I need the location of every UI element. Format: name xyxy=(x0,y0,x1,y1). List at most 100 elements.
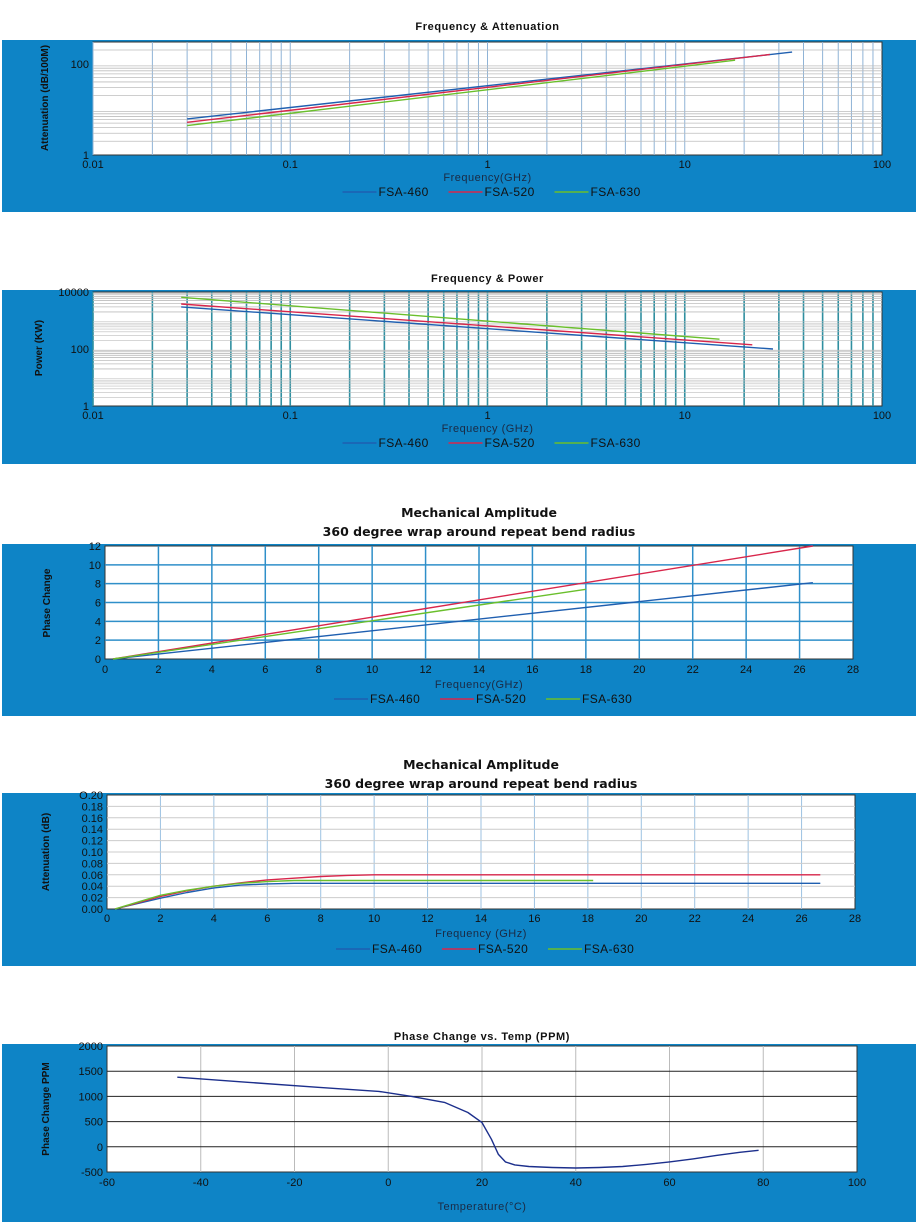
legend-label-fsa-630: FSA-630 xyxy=(582,692,632,706)
chart-title: Mechanical Amplitude xyxy=(403,757,559,772)
chart-title: Frequency & Attenuation xyxy=(415,21,559,33)
y-tick-label: 0.12 xyxy=(82,836,103,848)
x-tick-label: 0 xyxy=(102,664,108,676)
grid xyxy=(92,42,882,155)
y-axis-label: Attenuation (dB) xyxy=(41,813,52,891)
x-tick-label: 2 xyxy=(155,664,161,676)
series-line-fsa-630 xyxy=(187,59,736,127)
chart-title: Mechanical Amplitude xyxy=(401,505,557,520)
legend: FSA-460 FSA-520 FSA-630 xyxy=(334,692,632,706)
x-axis-label: Frequency (GHz) xyxy=(435,928,527,940)
y-tick-label: 0 xyxy=(95,654,101,666)
x-tick-label: 8 xyxy=(318,913,324,925)
x-tick-label: -60 xyxy=(99,1177,115,1189)
series-line-fsa-630 xyxy=(112,588,587,660)
x-tick-label: 28 xyxy=(849,913,861,925)
x-tick-label: 80 xyxy=(757,1177,769,1189)
x-tick-label: 100 xyxy=(873,410,891,422)
x-tick-label: 6 xyxy=(264,913,270,925)
grid xyxy=(107,1046,857,1172)
x-tick-label: 0 xyxy=(385,1177,391,1189)
x-tick-label: 18 xyxy=(582,913,594,925)
chart-panel-mechanical-attenuation: Mechanical Amplitude 360 degree wrap arou… xyxy=(2,754,916,966)
y-tick-label: O.20 xyxy=(79,790,103,802)
y-tick-label: 1 xyxy=(83,401,89,413)
y-axis-label: Power (KW) xyxy=(34,320,45,376)
x-tick-label: 10 xyxy=(366,664,378,676)
x-tick-label: 24 xyxy=(740,664,752,676)
chart-attenuation: Frequency & Attenuation 0.01 0.1 1 10 100 1 100… xyxy=(2,0,916,212)
series-lines xyxy=(181,296,774,350)
y-tick-label: 10 xyxy=(89,560,101,572)
x-tick-label: 16 xyxy=(528,913,540,925)
legend-label-fsa-520: FSA-520 xyxy=(485,436,535,450)
y-tick-labels: 0.000.020.040.060.080.100.120.140.160.18… xyxy=(79,790,103,916)
chart-title: Phase Change vs. Temp (PPM) xyxy=(394,1031,570,1043)
x-tick-label: 12 xyxy=(419,664,431,676)
x-tick-label: 22 xyxy=(687,664,699,676)
y-tick-label: 2000 xyxy=(79,1041,103,1053)
series-line xyxy=(177,1076,759,1169)
x-tick-labels: 0 2 4 6 8 10 12 14 16 18 20 22 24 26 28 xyxy=(104,913,861,925)
title-strip xyxy=(2,502,916,544)
x-tick-label: 4 xyxy=(209,664,215,676)
x-tick-label: 16 xyxy=(526,664,538,676)
series-line-fsa-460 xyxy=(114,882,821,910)
y-tick-label: 12 xyxy=(89,541,101,553)
y-tick-label: 0.06 xyxy=(82,870,103,882)
legend-label-fsa-520: FSA-520 xyxy=(476,692,526,706)
title-strip xyxy=(2,754,916,793)
y-tick-labels: -500 0 500 1000 1500 2000 xyxy=(79,1041,103,1179)
x-tick-labels: -60 -40 -20 0 20 40 60 80 100 xyxy=(99,1177,866,1189)
x-tick-label: 28 xyxy=(847,664,859,676)
y-tick-label: 6 xyxy=(95,598,101,610)
series-line-fsa-520 xyxy=(114,874,821,910)
x-tick-label: 26 xyxy=(795,913,807,925)
y-tick-labels: 0 2 4 6 8 10 12 xyxy=(89,541,101,666)
y-tick-label: 0.10 xyxy=(82,847,103,859)
legend-label-fsa-460: FSA-460 xyxy=(372,942,422,956)
y-tick-label: 1 xyxy=(83,150,89,162)
x-tick-label: 4 xyxy=(211,913,217,925)
y-tick-label: 4 xyxy=(95,616,101,628)
chart-panel-attenuation: Frequency & Attenuation 0.01 0.1 1 10 100 1 100… xyxy=(2,0,916,212)
series-line-fsa-630 xyxy=(181,296,720,340)
legend-label-fsa-460: FSA-460 xyxy=(370,692,420,706)
x-axis-label: Temperature(°C) xyxy=(438,1201,527,1213)
x-tick-label: 0 xyxy=(104,913,110,925)
chart-subtitle: 360 degree wrap around repeat bend radiu… xyxy=(323,524,636,539)
y-tick-label: 2 xyxy=(95,635,101,647)
y-tick-label: 100 xyxy=(71,344,89,356)
x-tick-label: 0.1 xyxy=(283,410,298,422)
y-axis-label: Attenuation (dB/100M) xyxy=(40,45,51,151)
x-tick-labels: 0 2 4 6 8 10 12 14 16 18 20 22 24 26 28 xyxy=(102,664,859,676)
x-tick-label: 2 xyxy=(157,913,163,925)
chart-title: Frequency & Power xyxy=(431,273,544,285)
y-tick-labels: 1 100 xyxy=(71,59,89,162)
series-lines xyxy=(177,1076,759,1169)
x-tick-label: 24 xyxy=(742,913,754,925)
legend-label-fsa-630: FSA-630 xyxy=(591,436,641,450)
x-tick-label: 14 xyxy=(475,913,487,925)
grid xyxy=(105,546,853,659)
title-strip xyxy=(2,256,916,290)
x-tick-label: -20 xyxy=(287,1177,303,1189)
y-axis-label: Phase Change PPM xyxy=(41,1062,52,1155)
legend-label-fsa-630: FSA-630 xyxy=(591,185,641,199)
x-tick-label: 20 xyxy=(476,1177,488,1189)
x-tick-label: 1 xyxy=(484,159,490,171)
y-tick-label: 0 xyxy=(97,1142,103,1154)
x-tick-label: 0.1 xyxy=(283,159,298,171)
y-axis-label: Phase Change xyxy=(42,568,53,637)
x-tick-label: 20 xyxy=(633,664,645,676)
legend-label-fsa-630: FSA-630 xyxy=(584,942,634,956)
x-tick-label: 0.01 xyxy=(82,410,103,422)
legend-label-fsa-520: FSA-520 xyxy=(485,185,535,199)
x-tick-label: 100 xyxy=(848,1177,866,1189)
y-tick-label: 10000 xyxy=(58,287,89,299)
y-tick-label: 1500 xyxy=(79,1066,103,1078)
series-line-fsa-460 xyxy=(181,306,774,350)
y-tick-label: 500 xyxy=(85,1117,103,1129)
x-tick-label: 10 xyxy=(679,159,691,171)
title-strip xyxy=(2,1010,916,1044)
